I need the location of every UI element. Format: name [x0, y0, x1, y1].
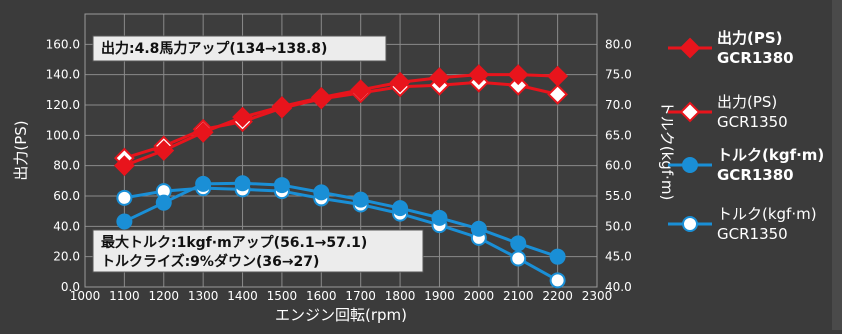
data-point-marker [431, 209, 448, 226]
y-left-tick-label: 120.0 [46, 98, 80, 112]
y-right-tick-label: 75.0 [605, 68, 632, 82]
data-point-marker [510, 235, 527, 252]
y-left-tick-label: 80.0 [53, 159, 80, 173]
data-point-marker [155, 194, 172, 211]
legend-label: 出力(PS) [717, 93, 777, 111]
x-tick-label: 1500 [267, 289, 298, 303]
data-point-marker [271, 96, 293, 117]
y-right-tick-label: 45.0 [605, 250, 632, 264]
y-right-tick-label: 70.0 [605, 98, 632, 112]
data-point-marker [352, 191, 369, 208]
data-point-marker [549, 248, 566, 265]
annotation-text: トルクライズ:9%ダウン(36→27) [101, 253, 319, 270]
x-tick-label: 2200 [542, 289, 573, 303]
x-tick-label: 1000 [70, 289, 101, 303]
annotation-torque-gain: 最大トルク:1kgf·mアップ(56.1→57.1) トルクライズ:9%ダウン(3… [92, 229, 424, 273]
legend-label: トルク(kgf·m) [717, 205, 817, 223]
x-axis-title: エンジン回転(rpm) [275, 306, 407, 324]
legend-label: GCR1380 [717, 49, 794, 67]
x-tick-label: 2300 [582, 289, 613, 303]
x-tick-label: 1100 [109, 289, 140, 303]
annotation-power-gain: 出力:4.8馬力アップ(134→138.8) [92, 35, 387, 62]
data-point-marker [113, 155, 135, 177]
y-left-tick-label: 100.0 [46, 128, 80, 142]
legend-label: GCR1350 [717, 113, 788, 131]
y-left-tick-label: 0.0 [61, 280, 80, 294]
data-point-marker [153, 140, 175, 161]
y-right-tick-label: 60.0 [605, 159, 632, 173]
y-left-tick-label: 40.0 [53, 219, 80, 233]
legend-item: トルク(kgf·m) GCR1380 [668, 146, 824, 184]
legend-item: 出力(PS) GCR1380 [668, 29, 794, 67]
data-point-marker [510, 250, 527, 267]
data-point-marker [547, 83, 569, 105]
y-right-tick-label: 40.0 [605, 280, 632, 294]
y-right-tick-label: 50.0 [605, 219, 632, 233]
data-point-marker [468, 64, 490, 86]
data-point-marker [310, 87, 332, 108]
legend-label: GCR1350 [717, 225, 788, 243]
legend-label: 出力(PS) [717, 29, 783, 47]
data-point-marker [470, 220, 487, 237]
x-tick-label: 1900 [424, 289, 455, 303]
y-right-tick-label: 80.0 [605, 37, 632, 51]
x-tick-label: 1600 [306, 289, 337, 303]
annotation-text: 出力:4.8馬力アップ(134→138.8) [101, 40, 327, 57]
data-point-marker [679, 101, 701, 123]
y-right-tick-label: 65.0 [605, 128, 632, 142]
y-left-tick-label: 20.0 [53, 250, 80, 264]
data-point-marker [116, 189, 133, 206]
data-point-marker [232, 106, 253, 128]
legend-item: トルク(kgf·m) GCR1350 [668, 205, 817, 243]
data-point-marker [429, 67, 450, 89]
y-right-axis-title: トルク(kgf·m) [658, 101, 676, 201]
data-point-marker [389, 71, 411, 93]
x-tick-label: 2000 [464, 289, 495, 303]
x-tick-label: 2100 [503, 289, 534, 303]
annotation-box [92, 35, 387, 62]
x-tick-label: 1400 [227, 289, 258, 303]
data-point-marker [507, 64, 529, 86]
y-left-tick-label: 60.0 [53, 189, 80, 203]
x-tick-label: 1700 [345, 289, 376, 303]
annotation-box [92, 229, 424, 273]
data-point-marker [682, 216, 698, 232]
data-point-marker [682, 157, 698, 173]
y-left-axis-title: 出力(PS) [12, 120, 30, 180]
data-point-marker [350, 79, 372, 101]
data-point-marker [547, 65, 569, 87]
data-point-marker [116, 213, 133, 230]
legend-item: 出力(PS) GCR1350 [668, 93, 788, 131]
data-point-marker [234, 175, 251, 192]
annotation-text: 最大トルク:1kgf·mアップ(56.1→57.1) [101, 234, 367, 251]
plot-frame [84, 13, 598, 288]
y-right-tick-label: 55.0 [605, 189, 632, 203]
scrollbar[interactable] [832, 0, 842, 330]
data-point-marker [192, 121, 214, 143]
y-left-tick-label: 160.0 [46, 37, 80, 51]
data-point-marker [549, 272, 566, 289]
data-point-marker [679, 37, 701, 59]
x-tick-label: 1800 [385, 289, 416, 303]
data-point-marker [273, 177, 290, 194]
y-left-tick-label: 140.0 [46, 68, 80, 82]
data-point-marker [313, 184, 330, 201]
data-point-marker [195, 175, 212, 192]
x-tick-label: 1300 [188, 289, 219, 303]
data-point-marker [392, 200, 409, 217]
data-point-marker [507, 74, 529, 96]
legend-label: GCR1380 [717, 166, 794, 184]
x-tick-label: 1200 [148, 289, 179, 303]
legend-label: トルク(kgf·m) [717, 146, 824, 164]
